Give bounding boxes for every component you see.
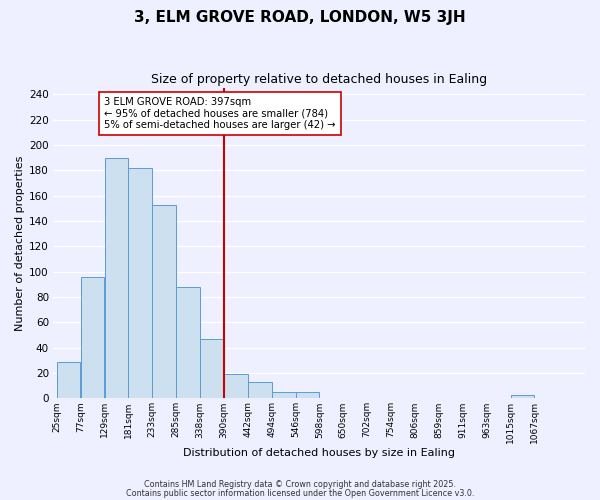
Bar [176, 287, 200, 399]
Bar [152, 204, 176, 398]
Bar [224, 374, 248, 398]
Text: 3 ELM GROVE ROAD: 397sqm
← 95% of detached houses are smaller (784)
5% of semi-d: 3 ELM GROVE ROAD: 397sqm ← 95% of detach… [104, 97, 336, 130]
Bar [272, 392, 296, 398]
Bar [296, 392, 319, 398]
Bar [57, 362, 80, 399]
Bar [81, 277, 104, 398]
X-axis label: Distribution of detached houses by size in Ealing: Distribution of detached houses by size … [183, 448, 455, 458]
Y-axis label: Number of detached properties: Number of detached properties [15, 156, 25, 331]
Title: Size of property relative to detached houses in Ealing: Size of property relative to detached ho… [151, 72, 487, 86]
Bar [511, 394, 535, 398]
Bar [128, 168, 152, 398]
Text: 3, ELM GROVE ROAD, LONDON, W5 3JH: 3, ELM GROVE ROAD, LONDON, W5 3JH [134, 10, 466, 25]
Bar [248, 382, 272, 398]
Text: Contains HM Land Registry data © Crown copyright and database right 2025.: Contains HM Land Registry data © Crown c… [144, 480, 456, 489]
Bar [104, 158, 128, 398]
Bar [200, 339, 224, 398]
Text: Contains public sector information licensed under the Open Government Licence v3: Contains public sector information licen… [126, 488, 474, 498]
